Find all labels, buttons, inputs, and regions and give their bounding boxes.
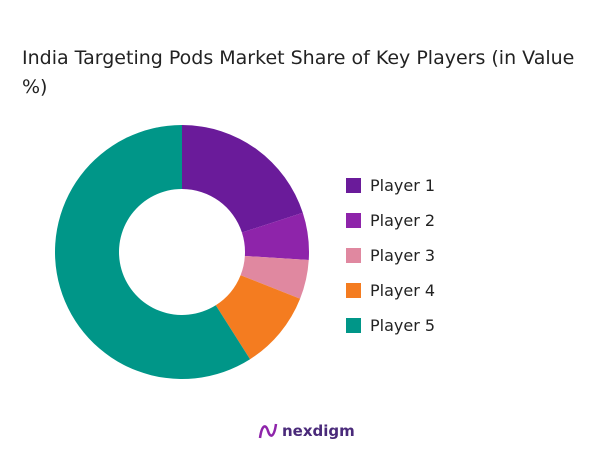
logo-text: nexdigm bbox=[282, 422, 355, 440]
nexdigm-logo: nexdigm bbox=[258, 422, 355, 440]
legend-swatch bbox=[346, 318, 361, 333]
legend-swatch bbox=[346, 283, 361, 298]
legend-item: Player 2 bbox=[346, 211, 435, 230]
legend-item: Player 5 bbox=[346, 316, 435, 335]
legend-label: Player 2 bbox=[370, 211, 436, 230]
slice-player-5 bbox=[54, 125, 251, 379]
legend-label: Player 5 bbox=[370, 316, 436, 335]
slice-player-3 bbox=[240, 255, 309, 299]
slice-player-4 bbox=[215, 275, 301, 360]
legend-swatch bbox=[346, 178, 361, 193]
legend-item: Player 4 bbox=[346, 281, 435, 300]
legend-label: Player 4 bbox=[370, 281, 436, 300]
legend-label: Player 1 bbox=[370, 176, 436, 195]
legend-item: Player 3 bbox=[346, 246, 435, 265]
chart-title: India Targeting Pods Market Share of Key… bbox=[22, 47, 575, 98]
nexdigm-logo-icon bbox=[258, 423, 278, 439]
legend-item: Player 1 bbox=[346, 176, 435, 195]
slice-player-2 bbox=[241, 212, 309, 260]
slice-player-1 bbox=[182, 125, 303, 233]
legend-label: Player 3 bbox=[370, 246, 436, 265]
legend-swatch bbox=[346, 213, 361, 228]
legend-swatch bbox=[346, 248, 361, 263]
